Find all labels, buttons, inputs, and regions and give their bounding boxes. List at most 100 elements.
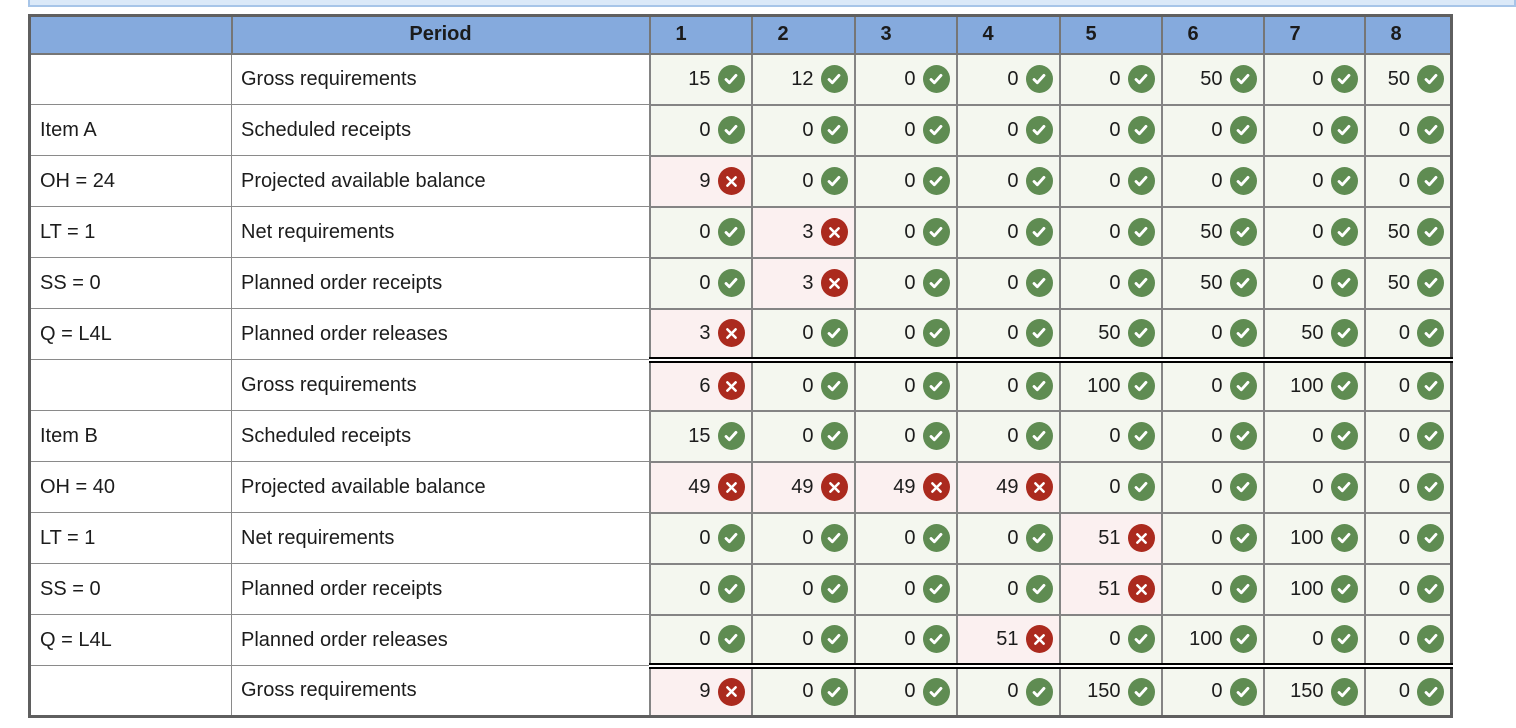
cell-value: 0	[1211, 169, 1223, 192]
period-value-cell: 3	[648, 307, 753, 363]
check-icon	[1127, 372, 1155, 400]
header-period-1: 1	[648, 14, 753, 55]
period-value-cell: 0	[1262, 409, 1366, 463]
period-value-cell: 0	[853, 511, 958, 565]
period-value-cell: 0	[1363, 103, 1453, 157]
period-value-cell: 0	[853, 103, 958, 157]
period-value-cell: 0	[955, 511, 1061, 565]
header-period-6: 6	[1160, 14, 1265, 55]
table-row: SS = 0 Planned order receipts 0 3 0 0 0 50 0 50	[29, 256, 1453, 310]
check-icon	[1330, 473, 1358, 501]
check-icon	[922, 167, 950, 195]
period-value-cell: 0	[853, 358, 958, 412]
cell-value: 50	[1200, 67, 1223, 90]
period-value-cell: 0	[1058, 103, 1163, 157]
period-value-cell: 0	[853, 613, 958, 669]
period-value-cell: 0	[1058, 409, 1163, 463]
period-value-cell: 0	[955, 52, 1061, 106]
check-icon	[922, 677, 950, 706]
cell-value: 0	[699, 627, 711, 650]
period-value-cell: 0	[1262, 256, 1366, 310]
check-icon	[1127, 625, 1155, 653]
cell-value: 0	[904, 577, 916, 600]
cell-value: 0	[802, 374, 814, 397]
cell-value: 0	[1312, 627, 1324, 650]
row-name-cell: Net requirements	[231, 512, 650, 564]
period-value-cell: 0	[1363, 562, 1453, 616]
check-icon	[1229, 575, 1257, 603]
check-icon	[922, 319, 950, 347]
check-icon	[717, 625, 745, 653]
check-icon	[1330, 167, 1358, 195]
table-row: Item A Scheduled receipts 0 0 0 0 0 0 0 0	[29, 103, 1453, 157]
cell-value: 0	[1007, 220, 1019, 243]
period-value-cell: 0	[853, 256, 958, 310]
table-row: SS = 0 Planned order receipts 0 0 0 0 51 0 100 0	[29, 562, 1453, 616]
period-value-cell: 0	[750, 511, 856, 565]
cross-icon	[1127, 524, 1155, 552]
row-name-cell: Planned order releases	[231, 614, 650, 666]
period-value-cell: 0	[750, 664, 856, 718]
cell-value: 51	[1098, 577, 1121, 600]
cell-value: 0	[1312, 424, 1324, 447]
period-value-cell: 0	[1262, 613, 1366, 669]
period-value-cell: 0	[750, 307, 856, 363]
cell-value: 0	[1109, 627, 1121, 650]
cell-value: 0	[904, 680, 916, 703]
cell-value: 0	[1211, 577, 1223, 600]
header-period-2: 2	[750, 14, 856, 55]
cell-value: 3	[699, 321, 711, 344]
check-icon	[820, 625, 848, 653]
cell-value: 0	[904, 424, 916, 447]
check-icon	[1127, 473, 1155, 501]
cell-value: 6	[699, 374, 711, 397]
cell-value: 9	[699, 680, 711, 703]
check-icon	[1229, 269, 1257, 297]
cell-value: 49	[996, 475, 1019, 498]
cell-value: 0	[1398, 321, 1410, 344]
period-value-cell: 0	[1363, 613, 1453, 669]
period-value-cell: 0	[1262, 52, 1366, 106]
check-icon	[1330, 65, 1358, 93]
check-icon	[1025, 372, 1053, 400]
check-icon	[1127, 167, 1155, 195]
period-value-cell: 0	[1262, 460, 1366, 514]
cell-value: 0	[1211, 680, 1223, 703]
check-icon	[922, 372, 950, 400]
cell-value: 0	[1398, 424, 1410, 447]
cell-value: 9	[699, 169, 711, 192]
check-icon	[1330, 269, 1358, 297]
cell-value: 0	[904, 169, 916, 192]
header-period-7: 7	[1262, 14, 1366, 55]
table-row: Q = L4L Planned order releases 3 0 0 0 50 0 50 0	[29, 307, 1453, 363]
cell-value: 100	[1290, 577, 1324, 600]
row-name-cell: Gross requirements	[231, 665, 650, 717]
period-value-cell: 0	[648, 205, 753, 259]
check-icon	[1417, 116, 1444, 144]
period-value-cell: 51	[955, 613, 1061, 669]
check-icon	[717, 116, 745, 144]
period-value-cell: 0	[1160, 103, 1265, 157]
cell-value: 0	[1211, 424, 1223, 447]
row-name-cell: Planned order receipts	[231, 563, 650, 615]
check-icon	[1417, 575, 1444, 603]
cell-value: 150	[1290, 680, 1324, 703]
cell-value: 0	[1007, 424, 1019, 447]
check-icon	[1417, 625, 1444, 653]
cross-icon	[1025, 473, 1053, 501]
check-icon	[1417, 218, 1444, 246]
check-icon	[717, 524, 745, 552]
row-name-cell: Projected available balance	[231, 155, 650, 207]
period-value-cell: 0	[1160, 358, 1265, 412]
cell-value: 0	[1312, 67, 1324, 90]
table-row: LT = 1 Net requirements 0 0 0 0 51 0 100 0	[29, 511, 1453, 565]
check-icon	[1229, 218, 1257, 246]
check-icon	[717, 269, 745, 297]
header-item-cell	[28, 14, 233, 55]
table-row: Q = L4L Planned order releases 0 0 0 51 0 100 0 0	[29, 613, 1453, 669]
row-name-cell: Projected available balance	[231, 461, 650, 513]
cell-value: 0	[1398, 374, 1410, 397]
item-info-cell	[29, 359, 232, 411]
check-icon	[1417, 524, 1444, 552]
period-value-cell: 100	[1262, 358, 1366, 412]
